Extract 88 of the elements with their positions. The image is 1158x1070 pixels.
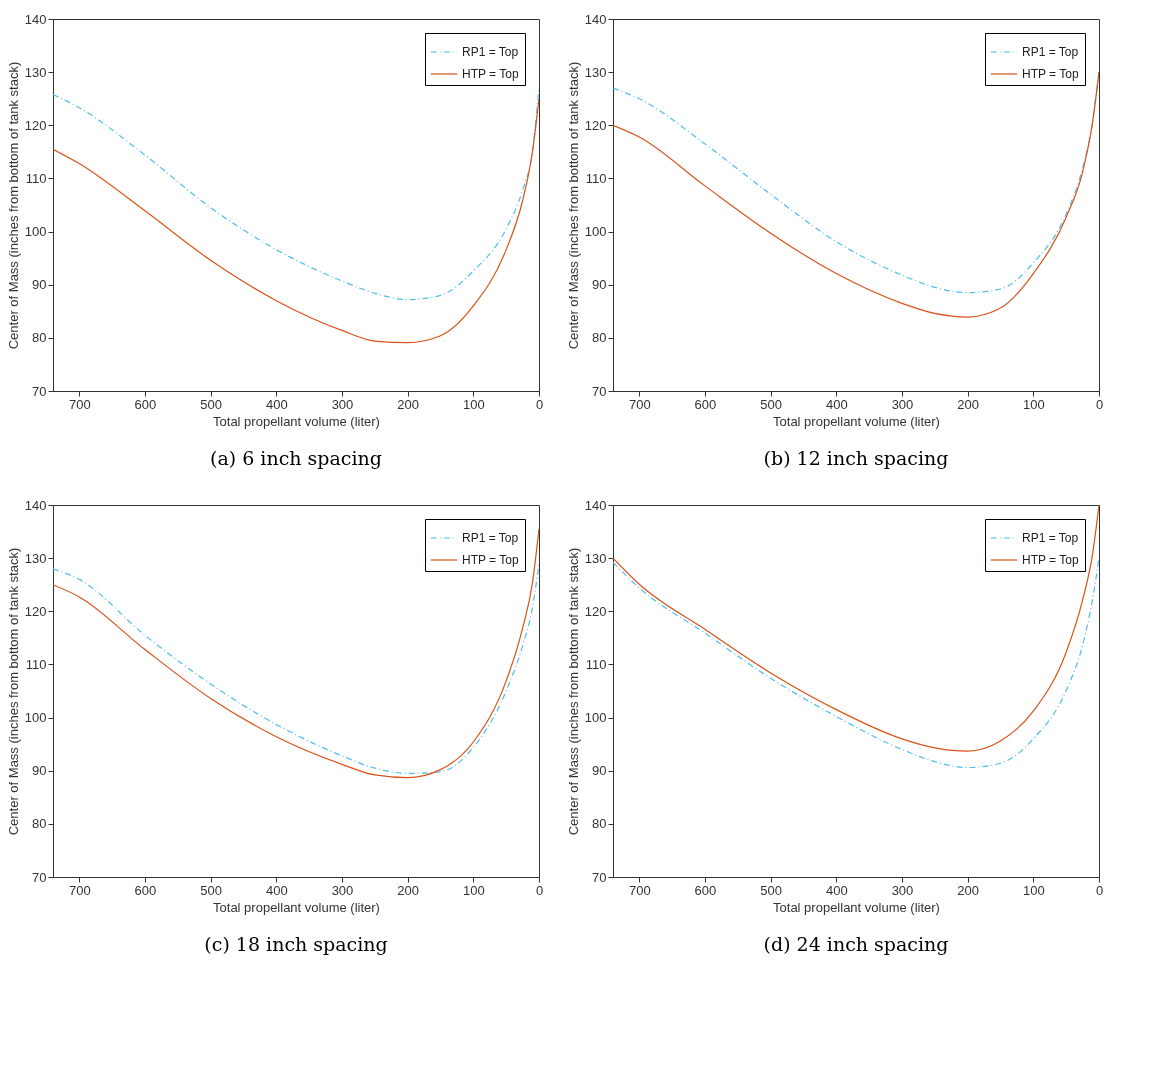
y-axis-title: Center of Mass (inches from bottom of tank stack) bbox=[565, 547, 581, 836]
x-tick-label: 600 bbox=[694, 882, 717, 898]
x-tick-label: 0 bbox=[1095, 882, 1104, 898]
y-axis-title: Center of Mass (inches from bottom of tank stack) bbox=[5, 547, 21, 836]
x-tick-label: 500 bbox=[200, 396, 222, 412]
y-tick-label: 130 bbox=[584, 64, 607, 80]
y-axis-title: Center of Mass (inches from bottom of tank stack) bbox=[565, 61, 581, 350]
y-tick-label: 140 bbox=[584, 11, 607, 27]
x-tick-label: 100 bbox=[462, 882, 485, 898]
x-tick-label: 200 bbox=[397, 882, 419, 898]
y-tick-label: 100 bbox=[24, 224, 47, 240]
x-tick-label: 100 bbox=[1022, 882, 1045, 898]
y-tick-label: 130 bbox=[584, 550, 607, 566]
line-series bbox=[53, 87, 539, 301]
x-tick-label: 500 bbox=[760, 882, 782, 898]
y-tick-label: 110 bbox=[25, 170, 47, 186]
y-tick-label: 90 bbox=[32, 277, 47, 293]
x-tick-label: 0 bbox=[535, 396, 544, 412]
text: (b) 12 inch spacing bbox=[763, 447, 949, 469]
x-axis-title: Total propellant volume (liter) bbox=[213, 899, 380, 915]
y-tick-label: 70 bbox=[32, 869, 47, 885]
x-tick-label: 600 bbox=[134, 882, 157, 898]
x-tick-label: 200 bbox=[957, 396, 979, 412]
x-tick-label: 700 bbox=[628, 882, 651, 898]
x-tick-label: 300 bbox=[891, 396, 914, 412]
legend-label: RP1 = Top bbox=[462, 45, 519, 59]
y-tick-label: 100 bbox=[584, 710, 607, 726]
line-series bbox=[53, 98, 539, 344]
y-axis-title: Center of Mass (inches from bottom of tank stack) bbox=[5, 61, 21, 350]
y-tick-label: 70 bbox=[592, 383, 607, 399]
legend-label: HTP = Top bbox=[1022, 67, 1079, 81]
y-tick-label: 130 bbox=[24, 64, 47, 80]
y-tick-label: 140 bbox=[24, 11, 47, 27]
x-tick-label: 200 bbox=[957, 882, 979, 898]
x-tick-label: 400 bbox=[825, 396, 848, 412]
y-tick-label: 70 bbox=[32, 383, 47, 399]
x-tick-label: 400 bbox=[265, 882, 288, 898]
x-tick-label: 700 bbox=[628, 396, 651, 412]
x-tick-label: 0 bbox=[1095, 396, 1104, 412]
y-tick-label: 90 bbox=[592, 763, 607, 779]
x-tick-label: 600 bbox=[694, 396, 717, 412]
x-tick-label: 500 bbox=[200, 882, 222, 898]
x-tick-label: 300 bbox=[331, 396, 354, 412]
y-tick-label: 90 bbox=[32, 763, 47, 779]
y-tick-label: 120 bbox=[24, 603, 47, 619]
legend-label: RP1 = Top bbox=[462, 531, 519, 545]
y-tick-label: 120 bbox=[24, 117, 47, 133]
y-tick-label: 140 bbox=[24, 497, 47, 513]
y-tick-label: 80 bbox=[32, 816, 47, 832]
y-tick-label: 80 bbox=[32, 330, 47, 346]
legend-label: RP1 = Top bbox=[1022, 531, 1079, 545]
legend-label: HTP = Top bbox=[1022, 553, 1079, 567]
x-tick-label: 600 bbox=[134, 396, 157, 412]
y-tick-label: 110 bbox=[585, 656, 607, 672]
x-tick-label: 300 bbox=[331, 882, 354, 898]
x-axis-title: Total propellant volume (liter) bbox=[773, 899, 940, 915]
text: (d) 24 inch spacing bbox=[763, 933, 949, 955]
line-series bbox=[53, 528, 539, 779]
x-tick-label: 400 bbox=[825, 882, 848, 898]
x-tick-label: 700 bbox=[68, 396, 91, 412]
x-tick-label: 300 bbox=[891, 882, 914, 898]
y-tick-label: 130 bbox=[24, 550, 47, 566]
y-tick-label: 80 bbox=[592, 816, 607, 832]
x-tick-label: 500 bbox=[760, 396, 782, 412]
y-tick-label: 120 bbox=[584, 603, 607, 619]
x-tick-label: 400 bbox=[265, 396, 288, 412]
text: (c) 18 inch spacing bbox=[204, 933, 388, 955]
x-tick-label: 0 bbox=[535, 882, 544, 898]
x-tick-label: 100 bbox=[1022, 396, 1045, 412]
x-tick-label: 100 bbox=[462, 396, 485, 412]
y-tick-label: 110 bbox=[585, 170, 607, 186]
y-tick-label: 70 bbox=[592, 869, 607, 885]
line-series bbox=[613, 505, 1099, 752]
y-tick-label: 100 bbox=[24, 710, 47, 726]
y-tick-label: 100 bbox=[584, 224, 607, 240]
y-tick-label: 90 bbox=[592, 277, 607, 293]
x-tick-label: 700 bbox=[68, 882, 91, 898]
y-tick-label: 120 bbox=[584, 117, 607, 133]
x-tick-label: 200 bbox=[397, 396, 419, 412]
y-tick-label: 110 bbox=[25, 656, 47, 672]
legend-label: HTP = Top bbox=[462, 553, 519, 567]
legend-label: HTP = Top bbox=[462, 67, 519, 81]
text: (a) 6 inch spacing bbox=[210, 447, 382, 469]
y-tick-label: 80 bbox=[592, 330, 607, 346]
legend-label: RP1 = Top bbox=[1022, 45, 1079, 59]
x-axis-title: Total propellant volume (liter) bbox=[213, 413, 380, 429]
x-axis-title: Total propellant volume (liter) bbox=[773, 413, 940, 429]
y-tick-label: 140 bbox=[584, 497, 607, 513]
